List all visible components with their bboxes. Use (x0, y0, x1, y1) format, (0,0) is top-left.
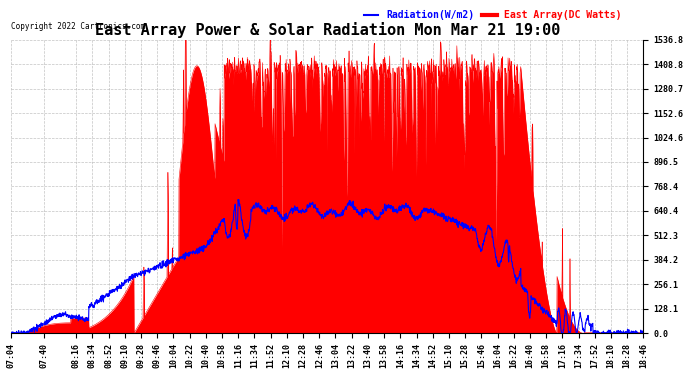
Legend: Radiation(W/m2), East Array(DC Watts): Radiation(W/m2), East Array(DC Watts) (360, 6, 626, 24)
Text: Copyright 2022 Cartronics.com: Copyright 2022 Cartronics.com (12, 22, 146, 31)
Title: East Array Power & Solar Radiation Mon Mar 21 19:00: East Array Power & Solar Radiation Mon M… (95, 22, 560, 39)
